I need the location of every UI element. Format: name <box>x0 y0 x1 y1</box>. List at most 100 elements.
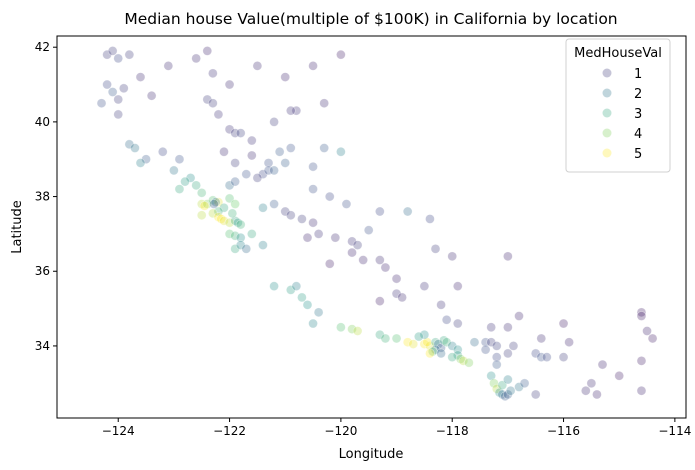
data-point <box>519 378 530 389</box>
data-point <box>581 385 591 396</box>
data-point <box>319 143 329 153</box>
data-point <box>491 359 502 370</box>
data-point <box>280 158 291 168</box>
data-point <box>347 324 357 334</box>
data-point <box>113 53 124 64</box>
data-point <box>308 184 318 194</box>
data-point <box>503 251 513 262</box>
data-point <box>291 105 302 116</box>
data-point <box>230 199 240 209</box>
data-point <box>157 146 168 157</box>
data-point <box>542 352 552 362</box>
plot-frame <box>56 35 687 419</box>
data-point <box>141 154 151 165</box>
data-point <box>174 154 185 165</box>
data-point <box>185 173 196 183</box>
data-point <box>252 173 263 183</box>
data-point <box>208 98 218 109</box>
data-point <box>247 229 257 239</box>
x-tick-label: −114 <box>658 424 691 438</box>
data-point <box>375 206 385 217</box>
data-point <box>480 344 491 355</box>
points-layer <box>96 46 658 402</box>
data-point <box>213 206 224 217</box>
data-point <box>233 217 243 228</box>
data-point <box>219 216 229 226</box>
y-tick-label: 36 <box>35 264 50 278</box>
data-point <box>146 90 157 101</box>
legend-label: 3 <box>634 107 642 122</box>
data-point <box>230 158 240 168</box>
data-point <box>419 281 430 291</box>
legend-marker <box>602 68 612 78</box>
data-point <box>347 247 357 258</box>
data-point <box>414 331 424 342</box>
data-point <box>336 322 346 333</box>
data-point <box>308 61 318 71</box>
data-point <box>336 146 346 157</box>
data-point <box>196 199 207 209</box>
data-point <box>199 201 210 211</box>
data-point <box>230 176 240 187</box>
data-point <box>124 139 135 150</box>
data-point <box>247 150 257 161</box>
data-point <box>408 339 419 349</box>
data-point <box>196 210 207 221</box>
data-point <box>163 61 174 71</box>
data-point <box>375 329 385 340</box>
data-point <box>230 244 240 254</box>
data-point <box>391 288 402 299</box>
data-point <box>230 230 240 241</box>
data-point <box>341 199 352 209</box>
data-point <box>230 216 240 226</box>
data-point <box>469 337 480 347</box>
data-point <box>536 352 547 362</box>
data-point <box>430 244 441 254</box>
data-point <box>530 348 541 359</box>
x-tick-label: −120 <box>324 424 357 438</box>
data-point <box>285 105 296 116</box>
data-point <box>336 49 346 60</box>
data-point <box>324 191 335 202</box>
data-point <box>514 311 524 321</box>
y-tick-label: 34 <box>35 339 50 353</box>
data-point <box>269 117 279 127</box>
data-point <box>636 356 647 366</box>
data-point <box>592 389 602 400</box>
data-point <box>269 281 279 291</box>
data-point <box>558 318 569 329</box>
data-point <box>235 128 246 138</box>
data-point <box>436 348 446 359</box>
chart-title: Median house Value(multiple of $100K) in… <box>124 10 617 28</box>
data-point <box>486 371 496 381</box>
data-point <box>210 197 221 207</box>
legend-marker <box>602 108 612 118</box>
legend-label: 2 <box>634 87 642 102</box>
data-point <box>208 195 218 206</box>
data-point <box>241 169 252 179</box>
data-point <box>180 176 190 187</box>
data-point <box>96 98 107 109</box>
data-point <box>174 184 185 194</box>
data-point <box>402 206 413 217</box>
data-point <box>505 385 516 396</box>
data-point <box>102 49 112 60</box>
data-point <box>636 307 647 318</box>
data-point <box>308 318 318 329</box>
data-point <box>491 352 502 362</box>
data-point <box>436 300 446 310</box>
data-point <box>135 158 146 168</box>
y-tick-label: 40 <box>35 115 50 129</box>
data-point <box>636 385 647 396</box>
data-point <box>352 240 363 250</box>
data-point <box>280 206 291 217</box>
data-point <box>380 333 391 344</box>
data-point <box>363 225 374 235</box>
legend-marker <box>602 128 612 138</box>
data-point <box>614 371 625 381</box>
data-point <box>191 53 201 64</box>
data-point <box>107 87 118 97</box>
x-axis-label: Longitude <box>339 447 404 462</box>
data-point <box>397 292 407 303</box>
data-point <box>208 68 218 79</box>
